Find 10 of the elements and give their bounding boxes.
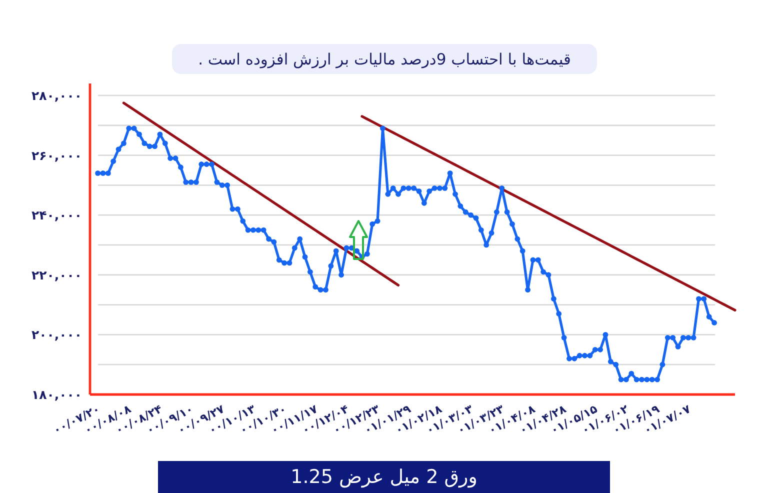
y-tick-label: ۲۶۰,۰۰۰ [31, 148, 82, 163]
text: قیمت‌ها با احتساب 9درصد مالیات بر ارزش افزوده است . [198, 50, 571, 68]
y-tick-label: ۲۴۰,۰۰۰ [31, 208, 82, 223]
line-series [360, 115, 736, 312]
y-tick-label: ۲۰۰,۰۰۰ [31, 327, 82, 342]
y-tick-label: ۱۸۰,۰۰۰ [31, 387, 82, 402]
y-tick-label: ۲۲۰,۰۰۰ [31, 267, 82, 282]
text: ورق 2 میل عرض 1.25 [290, 466, 478, 488]
line-series [122, 102, 400, 286]
y-tick-label: ۲۸۰,۰۰۰ [31, 88, 82, 103]
